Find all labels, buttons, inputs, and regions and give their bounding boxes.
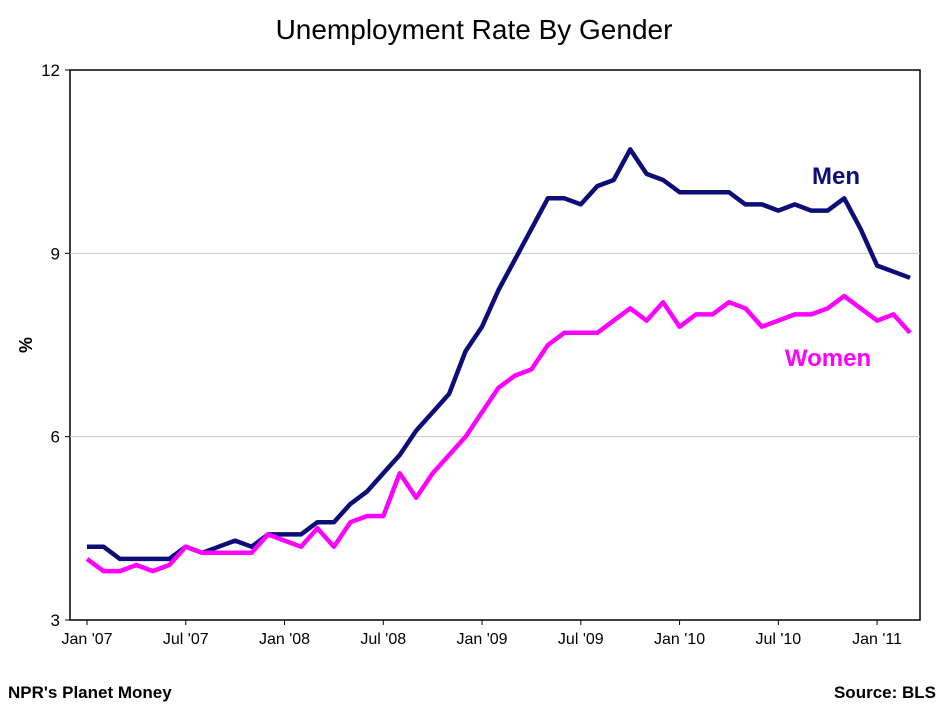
x-tick-label: Jan '07 (61, 631, 112, 648)
x-tick-label: Jan '09 (456, 631, 507, 648)
x-tick-label: Jan '11 (852, 631, 902, 648)
x-tick-label: Jul '07 (163, 631, 209, 648)
y-tick-label: 9 (51, 244, 60, 263)
chart-title: Unemployment Rate By Gender (275, 14, 673, 45)
footer-credit: NPR's Planet Money (8, 683, 172, 702)
y-axis-label: % (16, 337, 36, 353)
x-tick-label: Jul '09 (558, 631, 604, 648)
series-label-women: Women (785, 345, 871, 372)
y-tick-label: 3 (51, 611, 60, 630)
x-tick-label: Jan '10 (654, 631, 705, 648)
plot-area (69, 69, 921, 621)
y-tick-label: 12 (41, 61, 60, 80)
x-tick-label: Jul '08 (360, 631, 406, 648)
footer-source: Source: BLS (833, 683, 936, 702)
series-label-men: Men (812, 163, 860, 190)
x-tick-label: Jan '08 (259, 631, 310, 648)
x-tick-label: Jul '10 (755, 631, 801, 648)
y-tick-label: 6 (51, 428, 60, 447)
